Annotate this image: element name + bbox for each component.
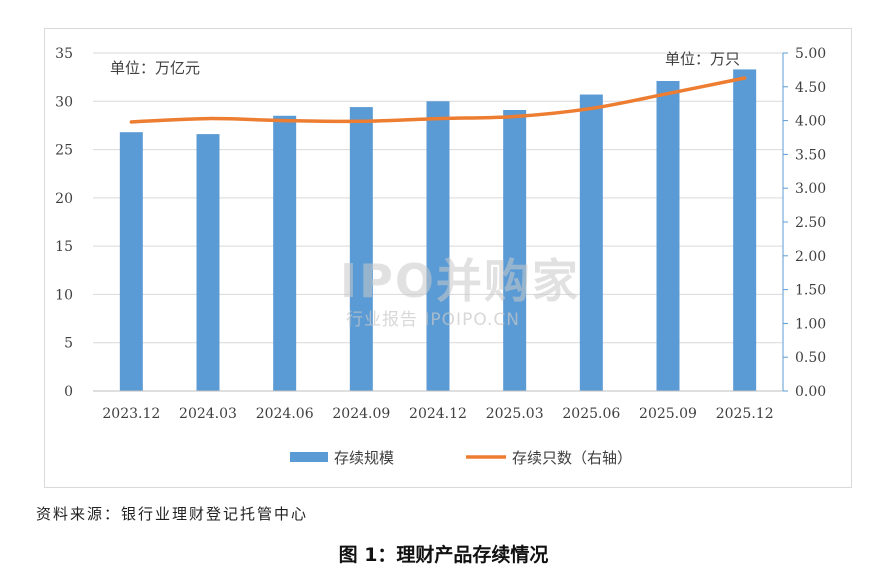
right-tick-label: 4.50 xyxy=(795,80,826,96)
x-tick-label: 2024.06 xyxy=(256,406,314,422)
legend-line-label: 存续只数（右轴） xyxy=(512,449,632,467)
left-tick-label: 15 xyxy=(55,239,73,255)
bar xyxy=(733,69,757,391)
x-tick-label: 2025.06 xyxy=(562,406,620,422)
right-tick-label: 2.50 xyxy=(795,215,826,231)
right-tick-label: 0.00 xyxy=(795,384,826,400)
right-tick-label: 1.00 xyxy=(795,316,826,332)
x-tick-label: 2024.12 xyxy=(409,406,467,422)
line-series xyxy=(129,76,747,124)
bar xyxy=(196,134,220,391)
left-tick-label: 25 xyxy=(55,143,73,159)
right-tick-label: 1.50 xyxy=(795,283,826,299)
bar xyxy=(349,107,373,391)
x-tick-label: 2023.12 xyxy=(102,406,160,422)
legend: 存续规模 存续只数（右轴） xyxy=(290,449,632,467)
right-unit-label: 单位：万只 xyxy=(665,50,741,68)
x-tick-label: 2025.09 xyxy=(639,406,697,422)
bar xyxy=(656,81,680,392)
chart-frame xyxy=(44,28,852,488)
bar xyxy=(503,109,527,391)
bar xyxy=(273,115,297,392)
axes: 0 5 10 15 20 25 30 35 0.00 0.50 1.00 1.50 2.00 2.50 3.… xyxy=(55,46,826,422)
legend-bar-label: 存续规模 xyxy=(334,449,394,467)
source-note: 资料来源：银行业理财登记托管中心 xyxy=(36,505,309,523)
right-tick-label: 3.50 xyxy=(795,147,826,163)
x-tick-label: 2025.12 xyxy=(716,406,774,422)
bar xyxy=(579,94,603,392)
bar xyxy=(426,101,450,392)
left-tick-label: 35 xyxy=(55,46,73,62)
left-tick-label: 10 xyxy=(55,287,73,303)
chart-svg: 0 5 10 15 20 25 30 35 0.00 0.50 1.00 1.50 2.00 2.50 3.… xyxy=(55,46,826,467)
left-tick-label: 0 xyxy=(64,384,73,400)
bar-series xyxy=(119,69,757,392)
left-tick-label: 30 xyxy=(55,94,73,110)
watermark-logo: IPO并购家 xyxy=(340,254,580,308)
right-tick-label: 5.00 xyxy=(795,46,826,62)
left-tick-label: 20 xyxy=(55,191,73,207)
watermark-subtitle: 行业报告 IPOIPO.CN xyxy=(346,310,520,330)
x-tick-label: 2025.03 xyxy=(486,406,544,422)
bar xyxy=(119,132,143,391)
x-tick-label: 2024.09 xyxy=(332,406,390,422)
legend-bar-swatch xyxy=(290,452,328,462)
figure-caption: 图 1：理财产品存续情况 xyxy=(338,544,549,566)
right-tick-label: 0.50 xyxy=(795,350,826,366)
right-tick-label: 3.00 xyxy=(795,181,826,197)
left-unit-label: 单位：万亿元 xyxy=(110,59,201,77)
right-tick-label: 4.00 xyxy=(795,114,826,130)
right-tick-label: 2.00 xyxy=(795,249,826,265)
x-tick-label: 2024.03 xyxy=(179,406,237,422)
line-path xyxy=(129,76,747,124)
left-tick-label: 5 xyxy=(64,336,73,352)
